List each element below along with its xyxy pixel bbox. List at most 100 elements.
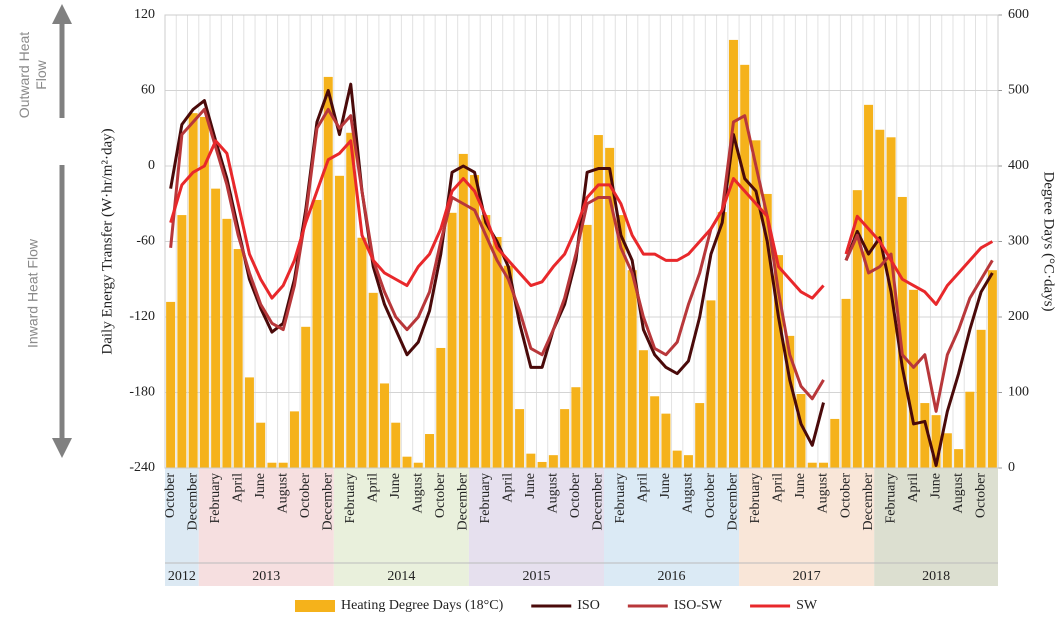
y2-tick-label: 0 [1008, 460, 1015, 475]
bar [819, 462, 829, 468]
series-line [169, 139, 825, 300]
inward-label: Inward Heat Flow [24, 239, 41, 348]
legend-label: SW [796, 598, 818, 613]
series-line [844, 233, 994, 413]
x-tick-label: October [568, 473, 583, 518]
bar [515, 409, 525, 468]
bar [537, 461, 547, 468]
bar [402, 456, 412, 468]
x-tick-label: October [163, 473, 178, 518]
y2-tick-label: 200 [1008, 309, 1029, 324]
x-tick-label: June [658, 473, 673, 499]
year-band [739, 468, 875, 586]
x-tick-label: June [388, 473, 403, 499]
year-band [874, 468, 998, 586]
bar [931, 415, 941, 468]
bar [548, 455, 558, 468]
bar [312, 199, 322, 468]
x-tick-label: June [253, 473, 268, 499]
x-tick-label: June [793, 473, 808, 499]
bar [954, 449, 964, 468]
y2-tick-label: 100 [1008, 385, 1029, 400]
y2-tick-label: 300 [1008, 234, 1029, 249]
year-label: 2012 [168, 569, 196, 584]
bar [391, 422, 401, 468]
bar [593, 135, 603, 469]
bar [807, 462, 817, 468]
bar [773, 255, 783, 468]
bar [334, 175, 344, 468]
bar [638, 350, 648, 468]
y2-tick-label: 400 [1008, 158, 1029, 173]
bar [211, 188, 221, 468]
x-tick-label: October [838, 473, 853, 518]
x-tick-label: February [748, 473, 763, 524]
plot-frame [164, 14, 999, 469]
bar [571, 387, 581, 468]
bar [222, 218, 232, 468]
bar [278, 462, 288, 468]
x-tick-label: February [343, 473, 358, 524]
x-tick-label: December [591, 473, 606, 531]
y2-tick-label: 500 [1008, 83, 1029, 98]
bar [616, 215, 626, 468]
y-tick-label: -240 [129, 460, 155, 475]
x-tick-label: February [613, 473, 628, 524]
x-tick-label: June [523, 473, 538, 499]
year-band [604, 468, 740, 586]
bar [942, 433, 952, 468]
bar [796, 394, 806, 468]
x-tick-label: April [501, 473, 516, 503]
bar [683, 455, 693, 468]
x-tick-label: June [928, 473, 943, 499]
bar [233, 249, 243, 468]
bar [751, 140, 761, 468]
bar [492, 236, 502, 468]
year-label: 2017 [793, 569, 821, 584]
bar [740, 64, 750, 468]
bar [560, 409, 570, 468]
bar [841, 298, 851, 468]
x-tick-label: April [230, 473, 245, 503]
x-tick-label: October [703, 473, 718, 518]
x-tick-label: August [951, 473, 966, 514]
bar [785, 335, 795, 468]
y2-tick-label: 600 [1008, 7, 1029, 22]
x-tick-label: April [365, 473, 380, 503]
x-tick-label: October [298, 473, 313, 518]
bar [987, 270, 997, 468]
bar [661, 413, 671, 468]
bar [762, 193, 772, 468]
x-tick-label: August [410, 473, 425, 514]
bar [875, 129, 885, 468]
year-label: 2015 [522, 569, 550, 584]
year-band [198, 468, 334, 586]
bar [728, 39, 738, 468]
bar [672, 450, 682, 468]
bar [470, 175, 480, 468]
bar [920, 403, 930, 468]
bar [864, 104, 874, 468]
bar [886, 137, 896, 468]
year-label: 2013 [252, 569, 280, 584]
series-line [844, 214, 994, 306]
bar [605, 147, 615, 468]
bar [852, 190, 862, 468]
bar [897, 196, 907, 468]
x-tick-label: December [726, 473, 741, 531]
bar [582, 224, 592, 468]
x-tick-label: August [816, 473, 831, 514]
bar [380, 383, 390, 468]
bar [706, 300, 716, 468]
bar [188, 113, 198, 469]
bar [177, 215, 187, 468]
bar [627, 270, 637, 468]
year-label: 2014 [387, 569, 415, 584]
bar [436, 347, 446, 468]
bar [256, 422, 266, 468]
y-tick-label: -180 [129, 385, 155, 400]
x-tick-label: April [636, 473, 651, 503]
legend-label: ISO-SW [674, 598, 723, 613]
x-tick-label: February [208, 473, 223, 524]
